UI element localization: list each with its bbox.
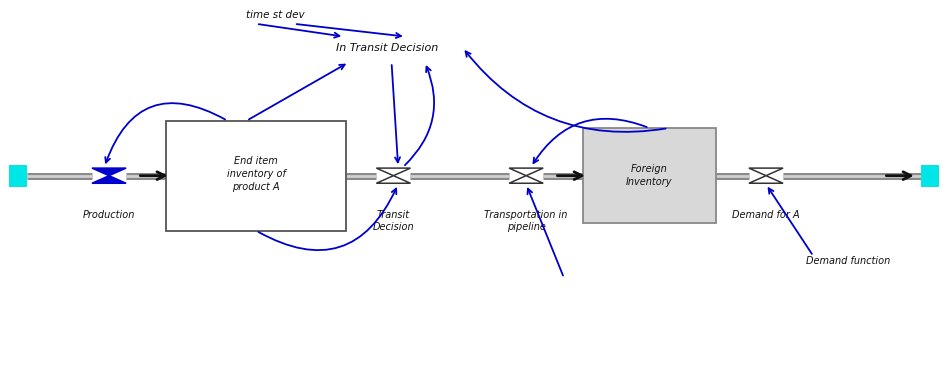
Text: End item
inventory of
product A: End item inventory of product A [227, 156, 285, 192]
Text: Foreign
Inventory: Foreign Inventory [626, 164, 673, 187]
Polygon shape [376, 176, 410, 183]
Polygon shape [92, 168, 126, 176]
FancyBboxPatch shape [583, 128, 716, 223]
FancyBboxPatch shape [166, 121, 346, 231]
Bar [9, 165, 27, 187]
Text: In Transit Decision: In Transit Decision [336, 42, 438, 53]
Polygon shape [509, 176, 543, 183]
Text: Demand for A: Demand for A [732, 210, 800, 220]
Polygon shape [509, 168, 543, 176]
Bar [921, 165, 939, 187]
Polygon shape [749, 168, 783, 176]
Text: Demand function: Demand function [807, 256, 890, 266]
Text: time st dev: time st dev [246, 10, 304, 20]
Text: Production: Production [82, 210, 136, 220]
Text: Transportation in
pipeline: Transportation in pipeline [484, 210, 568, 232]
Polygon shape [749, 176, 783, 183]
Polygon shape [92, 176, 126, 183]
Polygon shape [376, 168, 410, 176]
Text: Transit
Decision: Transit Decision [373, 210, 414, 232]
